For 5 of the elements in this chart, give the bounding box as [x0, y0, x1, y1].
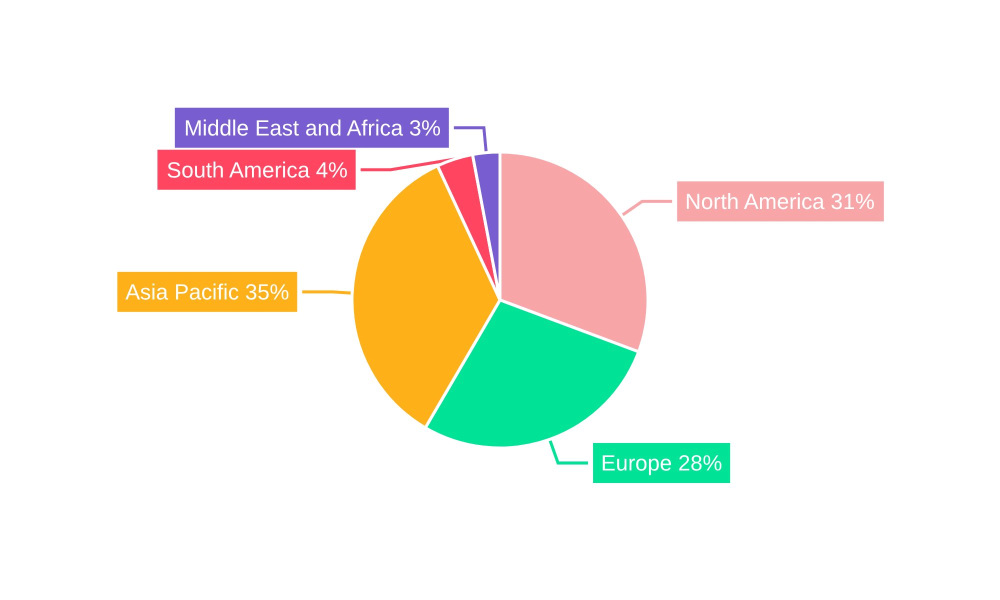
slice-label: Asia Pacific 35%	[125, 279, 290, 304]
slice-label: South America 4%	[166, 157, 348, 182]
slice-label: Middle East and Africa 3%	[184, 115, 441, 140]
slice-label: Europe 28%	[601, 450, 722, 476]
slice-label: North America 31%	[685, 188, 875, 214]
